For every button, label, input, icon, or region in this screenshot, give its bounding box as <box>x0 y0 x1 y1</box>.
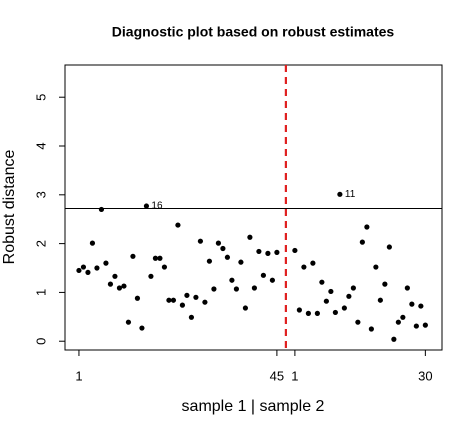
point <box>238 259 244 265</box>
x-axis-label: sample 1 | sample 2 <box>182 398 325 415</box>
point <box>94 265 100 271</box>
y-tick-label: 0 <box>33 338 48 345</box>
point <box>314 310 320 316</box>
point <box>256 248 262 255</box>
y-tick-label: 2 <box>33 240 48 247</box>
point <box>76 267 82 274</box>
point <box>319 279 325 285</box>
point <box>134 295 141 301</box>
point <box>341 305 347 311</box>
point <box>386 244 392 250</box>
point <box>116 285 123 291</box>
point <box>188 314 195 320</box>
point <box>364 224 370 230</box>
point <box>269 277 275 283</box>
point <box>346 293 352 299</box>
point <box>391 336 397 342</box>
plot-frame <box>64 64 443 351</box>
x-tick-label: 1 <box>291 368 298 383</box>
point <box>121 283 127 289</box>
point <box>224 254 231 260</box>
x-tick-label: 1 <box>75 368 82 383</box>
chart-title: Diagnostic plot based on robust estimate… <box>112 24 395 40</box>
point <box>193 294 199 300</box>
point <box>220 245 226 252</box>
point <box>103 260 109 266</box>
point <box>422 322 428 328</box>
point <box>359 239 365 245</box>
point <box>206 258 213 264</box>
point <box>139 325 145 331</box>
point <box>413 323 419 329</box>
point <box>382 281 388 287</box>
point <box>409 301 415 307</box>
y-tick-label: 4 <box>33 142 48 149</box>
point <box>148 273 154 279</box>
point <box>175 222 181 228</box>
point <box>301 264 307 270</box>
point <box>215 240 222 246</box>
point <box>355 319 361 325</box>
point <box>274 249 280 255</box>
point <box>323 298 329 304</box>
point <box>292 247 298 254</box>
point <box>157 255 163 261</box>
point <box>233 286 240 292</box>
point <box>152 255 159 261</box>
point <box>395 319 401 325</box>
point-label: 16 <box>151 201 163 212</box>
point <box>251 285 257 291</box>
point <box>404 285 410 291</box>
point <box>418 303 424 309</box>
point <box>229 277 235 283</box>
point-label: 11 <box>345 189 356 200</box>
point <box>85 269 91 276</box>
point <box>98 206 105 213</box>
point <box>247 234 253 240</box>
point <box>328 288 334 295</box>
point <box>112 273 118 279</box>
point <box>80 264 87 270</box>
point <box>211 286 217 292</box>
point <box>332 309 338 316</box>
point <box>305 310 311 316</box>
point <box>242 305 249 311</box>
point <box>400 314 406 320</box>
point <box>377 297 383 303</box>
point <box>368 326 374 332</box>
point <box>125 319 132 325</box>
y-axis-label: Robust distance <box>1 150 18 265</box>
point <box>296 307 302 313</box>
point <box>197 238 204 244</box>
point <box>202 299 208 305</box>
point <box>166 297 172 303</box>
y-tick-label: 1 <box>33 289 48 296</box>
point <box>130 253 136 259</box>
point <box>260 272 266 278</box>
point <box>161 264 168 270</box>
y-tick-label: 5 <box>33 94 48 101</box>
point <box>89 240 96 246</box>
point <box>184 292 190 298</box>
point <box>170 297 177 303</box>
point <box>337 191 343 197</box>
y-tick-label: 3 <box>33 191 48 198</box>
point <box>373 264 379 270</box>
x-tick-label: 45 <box>270 368 284 383</box>
point <box>107 281 114 287</box>
point <box>265 250 271 256</box>
x-tick-label: 30 <box>418 368 432 383</box>
point <box>310 260 316 266</box>
point <box>179 302 186 308</box>
point <box>143 203 150 209</box>
point <box>350 285 356 291</box>
